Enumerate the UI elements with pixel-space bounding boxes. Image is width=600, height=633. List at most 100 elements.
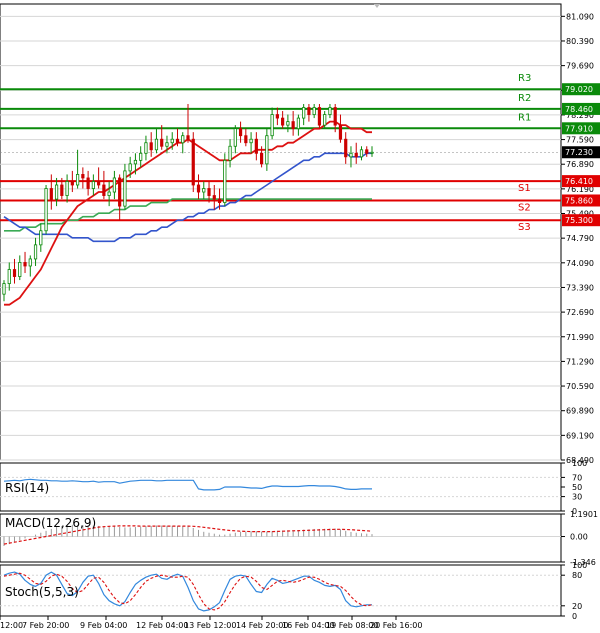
candle-body (181, 135, 185, 144)
candle-body (212, 195, 216, 200)
time-tick-label: 9 Feb 04:00 (80, 621, 127, 630)
candle-body (65, 181, 69, 196)
candle (186, 104, 190, 143)
price-tick-label: 77.590 (566, 136, 594, 145)
candle-body (107, 191, 111, 196)
time-tick-label: 12:00 (0, 621, 23, 630)
stoch-tick-label: 20 (572, 602, 582, 611)
candle (160, 125, 164, 150)
candle (338, 114, 343, 143)
price-tick-label: 75.490 (566, 210, 594, 219)
candle-body (2, 283, 6, 295)
rsi-line (3, 478, 372, 491)
candle (207, 181, 211, 203)
candle (259, 146, 264, 168)
stoch-title: Stoch(5,5,3) (5, 585, 79, 599)
candle (233, 125, 237, 154)
candle-body (312, 107, 316, 115)
price-tick-label: 81.090 (566, 12, 594, 21)
candle (7, 262, 11, 291)
candle-body (160, 138, 164, 147)
candle-body (86, 177, 90, 189)
level-name-s3: S3 (518, 222, 531, 233)
stoch-tick-label: 0 (572, 612, 577, 621)
macd-tick-label: -1.346 (570, 558, 596, 567)
candle (275, 107, 279, 126)
candle (33, 237, 38, 266)
candle-body (365, 149, 369, 154)
macd-tick-label: 1.1901 (570, 510, 598, 519)
level-name-r2: R2 (518, 93, 531, 104)
candle (154, 128, 159, 154)
candle-body (49, 188, 53, 200)
candle-body (28, 258, 32, 267)
stoch-tick-label: 80 (572, 571, 582, 580)
price-tick-label: 80.390 (566, 37, 594, 46)
candle (112, 170, 116, 200)
candle-body (202, 188, 206, 193)
rsi-tick-label: 0 (572, 507, 577, 516)
stoch-lines (3, 571, 373, 612)
candle (302, 104, 306, 126)
candle-body (54, 184, 59, 200)
candle (249, 132, 253, 154)
candle (18, 255, 22, 281)
macd-panel: 1.1901 0.00 -1.346 MACD(12,26,9) (0, 510, 598, 567)
candle (60, 177, 64, 200)
candle (307, 104, 311, 122)
candle-body (144, 142, 148, 154)
candle (23, 251, 27, 274)
candle-body (97, 181, 101, 186)
main-panel: 81.09080.39079.69078.99078.29077.59076.8… (0, 3, 600, 465)
price-axis: 81.09080.39079.69078.99078.29077.59076.8… (561, 12, 594, 465)
candle-body (291, 121, 295, 130)
macd-histogram (3, 524, 373, 546)
candle (312, 104, 316, 119)
candle-body (191, 138, 195, 186)
candle-body (123, 170, 127, 207)
candle-body (81, 174, 85, 179)
level-price-box (562, 214, 600, 227)
candle-body (186, 135, 190, 140)
level-name-s2: S2 (518, 202, 531, 213)
level-name-r1: R1 (518, 112, 531, 123)
candle (175, 128, 180, 147)
rsi-title: RSI(14) (5, 481, 49, 495)
candle-body (344, 138, 348, 158)
candle-body (270, 114, 274, 137)
candle (217, 188, 222, 210)
candle-body (338, 124, 343, 140)
candle (323, 111, 327, 129)
candle (86, 170, 90, 196)
candle-body (323, 114, 327, 126)
candle (39, 223, 43, 252)
candle (118, 174, 122, 221)
price-tick-label: 74.090 (566, 259, 594, 268)
macd-axis: 1.1901 0.00 -1.346 (561, 510, 598, 567)
candle (70, 170, 74, 193)
price-tick-label: 74.790 (566, 234, 594, 243)
candle (228, 139, 232, 168)
time-tick-label: 20 Feb 16:00 (370, 621, 422, 630)
candle-body (238, 128, 243, 137)
candle-body (281, 117, 285, 126)
candle (170, 132, 174, 150)
ma-mid-line (3, 152, 372, 243)
candle (354, 142, 358, 164)
rsi-tick-label: 50 (572, 483, 582, 492)
rsi-grid (0, 476, 561, 498)
price-tick-label: 78.290 (566, 111, 594, 120)
candle-body (207, 188, 211, 196)
candle (349, 146, 353, 168)
level-price-label: 75.860 (565, 196, 593, 205)
pivot-labels: R3 79.020 R2 78.460 R1 77.910 S1 76.410 S2 75.860… (518, 73, 600, 233)
candle-body (175, 138, 180, 144)
chart-shift-marker-icon[interactable] (374, 4, 380, 8)
candle (212, 184, 216, 210)
candle (107, 181, 111, 207)
current-price-box (562, 146, 600, 159)
